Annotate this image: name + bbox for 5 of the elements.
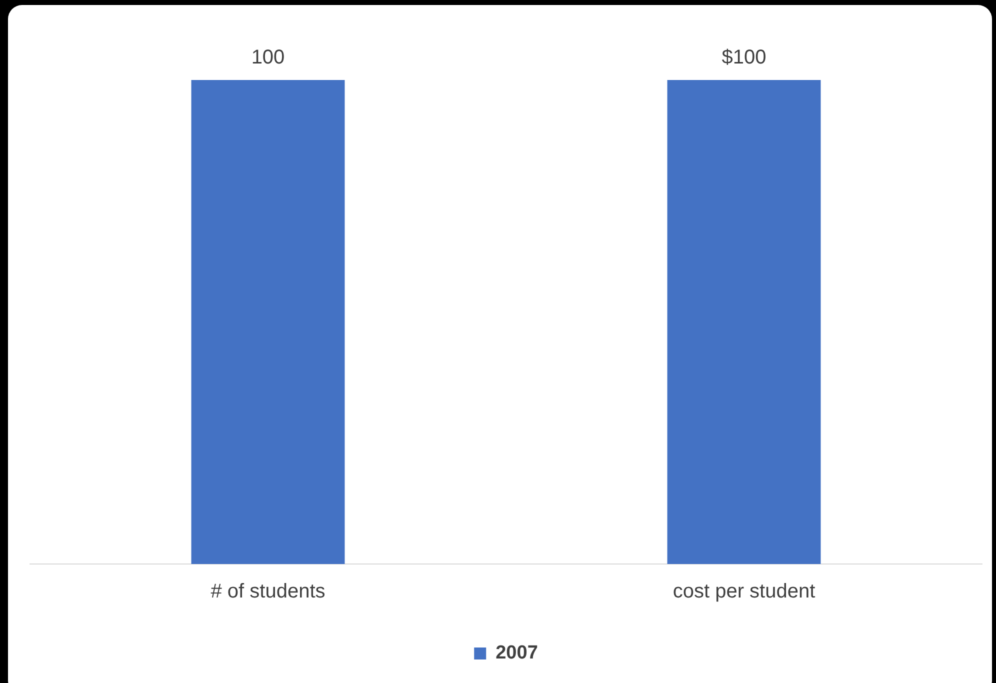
data-label: 100 xyxy=(251,46,285,69)
data-label: $100 xyxy=(722,46,766,69)
legend-label: 2007 xyxy=(496,642,538,664)
x-tick-label: cost per student xyxy=(672,580,816,603)
x-tick-label: # of students xyxy=(210,580,326,603)
